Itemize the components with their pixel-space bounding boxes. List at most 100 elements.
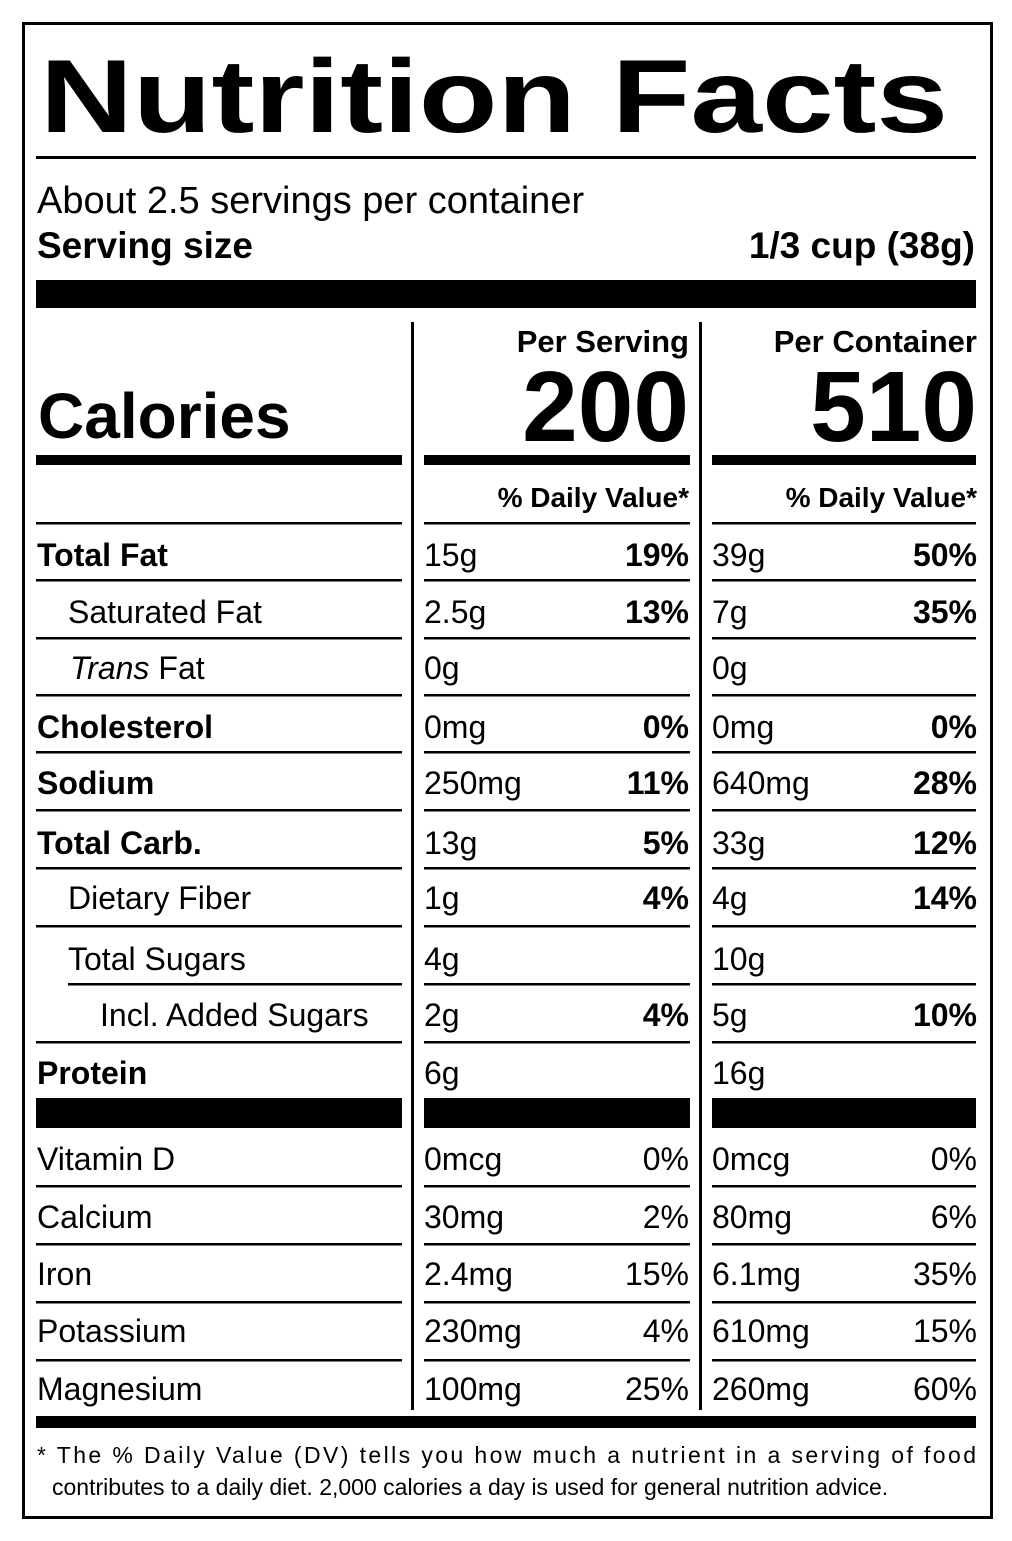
amount: 2g (424, 997, 460, 1033)
amount: 10g (712, 941, 765, 977)
amount: 250mg (424, 765, 522, 801)
amount: 0mg (424, 709, 486, 745)
daily-value: 14% (913, 880, 977, 916)
amount: 1g (424, 880, 460, 916)
row-rule (424, 925, 690, 928)
amount: 6.1mg (712, 1256, 801, 1292)
nutrient-name: Vitamin D (37, 1141, 175, 1177)
daily-value: 50% (913, 537, 977, 573)
row-rule (36, 1359, 402, 1362)
row-rule (36, 1041, 402, 1044)
daily-value: 35% (913, 1256, 977, 1292)
daily-value: 35% (913, 594, 977, 630)
daily-value: 0% (643, 1141, 689, 1177)
row-rule (36, 925, 402, 928)
nutrient-name: Magnesium (37, 1371, 202, 1407)
nutrient-name: Fat (158, 650, 204, 686)
row-rule (36, 579, 402, 582)
row-rule (424, 522, 690, 525)
nutrient-name: Total Fat (37, 537, 168, 573)
daily-value: 11% (627, 765, 689, 801)
amount: 5g (712, 997, 748, 1033)
row-rule (36, 1301, 402, 1304)
row-rule (424, 1185, 690, 1188)
daily-value: 15% (625, 1256, 689, 1292)
row-rule (36, 809, 402, 812)
nutrient-name: Incl. Added Sugars (100, 997, 369, 1033)
servings: About 2.5 servings per container (37, 180, 584, 222)
amount: 0g (712, 650, 748, 686)
medium-bar (36, 455, 402, 465)
medium-bar (712, 455, 976, 465)
row-rule (712, 522, 976, 525)
amount: 39g (712, 537, 765, 573)
row-rule (68, 983, 402, 986)
amount: 2.4mg (424, 1256, 513, 1292)
amount: 610mg (712, 1313, 810, 1349)
row-rule (424, 809, 690, 812)
amount: 260mg (712, 1371, 810, 1407)
daily-value: 10% (913, 997, 977, 1033)
row-rule (424, 579, 690, 582)
row-rule (712, 809, 976, 812)
label-border (22, 22, 993, 1519)
thick-bar (36, 280, 976, 308)
daily-value: 60% (913, 1371, 977, 1407)
row-rule (712, 751, 976, 754)
amount: 230mg (424, 1313, 522, 1349)
row-rule (712, 1301, 976, 1304)
amount: 0mg (712, 709, 774, 745)
daily-value: 4% (643, 880, 689, 916)
daily-value: 6% (931, 1199, 977, 1235)
row-rule (712, 925, 976, 928)
row-rule (712, 579, 976, 582)
row-rule (424, 751, 690, 754)
amount: 7g (712, 594, 748, 630)
column-divider (411, 322, 414, 1410)
row-rule (712, 1243, 976, 1246)
daily-value: 13% (625, 594, 689, 630)
row-rule (712, 1041, 976, 1044)
dv-heading: % Daily Value* (786, 482, 978, 513)
amount: 15g (424, 537, 477, 573)
row-rule (36, 751, 402, 754)
amount: 0mcg (424, 1141, 502, 1177)
row-rule (712, 1359, 976, 1362)
amount: 0mcg (712, 1141, 790, 1177)
column-heading: Per Container (774, 324, 977, 359)
amount: 4g (712, 880, 748, 916)
amount: 2.5g (424, 594, 486, 630)
daily-value: 0% (931, 709, 977, 745)
row-rule (424, 637, 690, 640)
daily-value: 25% (625, 1371, 689, 1407)
thick-bar (36, 1098, 402, 1128)
amount: 4g (424, 941, 460, 977)
daily-value: 28% (913, 765, 977, 801)
amount: 100mg (424, 1371, 522, 1407)
thick-bar (424, 1098, 690, 1128)
daily-value: 4% (643, 1313, 689, 1349)
row-rule (424, 1243, 690, 1246)
row-rule (424, 983, 690, 986)
thick-bar (712, 1098, 976, 1128)
nutrient-name: Sodium (37, 765, 154, 801)
row-rule (36, 1185, 402, 1188)
amount: 16g (712, 1055, 765, 1091)
nutrient-name: Protein (37, 1055, 147, 1091)
row-rule (424, 1359, 690, 1362)
daily-value: 5% (643, 825, 689, 861)
daily-value: 19% (625, 537, 689, 573)
nutrient-name: Total Sugars (68, 941, 246, 977)
row-rule (36, 522, 402, 525)
amount: 13g (424, 825, 477, 861)
dv-heading: % Daily Value* (498, 482, 690, 513)
daily-value: 2% (643, 1199, 689, 1235)
serving-size-label: Serving size (37, 225, 253, 266)
row-rule (36, 694, 402, 697)
nutrient-name: Total Carb. (37, 825, 202, 861)
daily-value: 15% (913, 1313, 977, 1349)
row-rule (424, 694, 690, 697)
row-rule (36, 1243, 402, 1246)
footnote: contributes to a daily diet. 2,000 calor… (52, 1474, 888, 1500)
